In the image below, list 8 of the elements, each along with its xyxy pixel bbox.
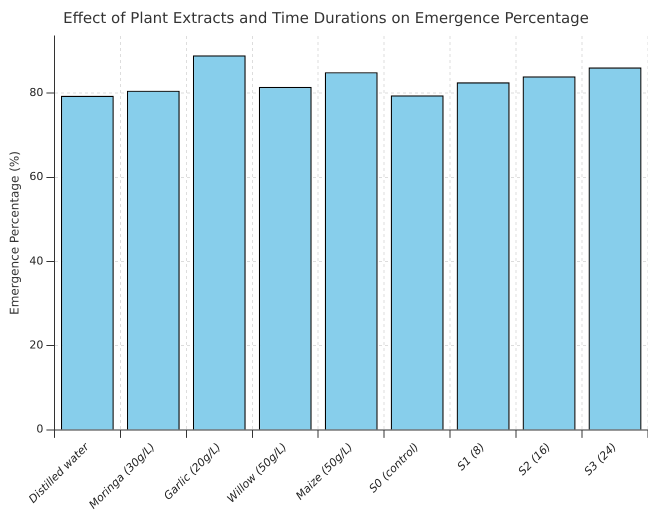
chart-title: Effect of Plant Extracts and Time Durations on Emergence Percentage [63,8,589,27]
y-tick-label: 40 [29,254,44,268]
y-tick-label: 0 [36,422,44,436]
y-tick-label: 80 [29,86,44,100]
y-tick-label: 20 [29,338,44,352]
y-axis-title: Emergence Percentage (%) [7,151,22,315]
y-tick-label: 60 [29,170,44,184]
x-tick-label: S1 (8) [454,440,488,474]
